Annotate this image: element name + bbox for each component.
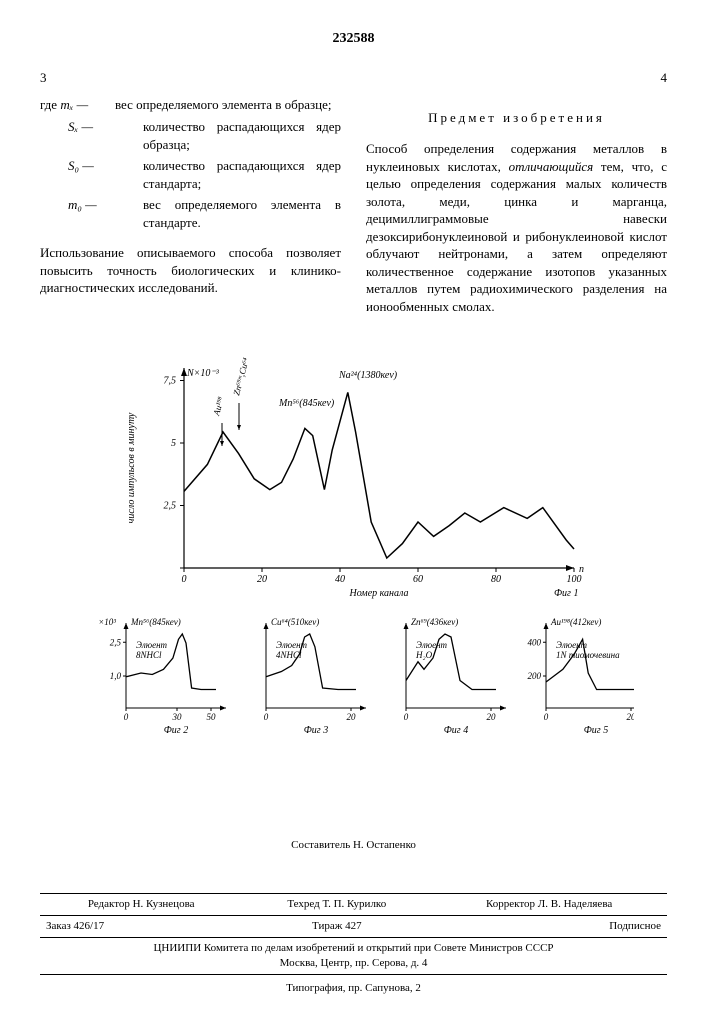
svg-text:2,5: 2,5 — [109, 638, 121, 648]
svg-text:1,0: 1,0 — [109, 671, 121, 681]
svg-text:200: 200 — [527, 671, 541, 681]
svg-text:80: 80 — [491, 574, 501, 585]
svg-text:1N тиомочевина: 1N тиомочевина — [556, 650, 620, 660]
svg-text:40: 40 — [335, 574, 345, 585]
svg-text:Zn⁶⁹(436кеv): Zn⁶⁹(436кеv) — [411, 617, 458, 627]
right-paragraph: Способ определения содержания металлов в… — [366, 140, 667, 315]
svg-text:Mn⁵⁶(845кеv): Mn⁵⁶(845кеv) — [130, 617, 181, 627]
svg-text:20: 20 — [257, 574, 267, 585]
graphs-area: 7,5 5 2,5 0 20 40 60 80 100n N×10⁻³ Номер канала чи… — [40, 348, 667, 778]
svg-text:0: 0 — [123, 712, 128, 722]
svg-text:20: 20 — [626, 712, 634, 722]
right-page-num: 4 — [661, 69, 668, 87]
editor: Редактор Н. Кузнецова — [40, 894, 242, 916]
page-numbers: 3 4 — [40, 69, 667, 87]
svg-text:5: 5 — [171, 438, 176, 449]
svg-text:20: 20 — [346, 712, 356, 722]
svg-text:Zn⁶⁹ᵐ,Cu⁶⁴: Zn⁶⁹ᵐ,Cu⁶⁴ — [231, 357, 251, 397]
svg-text:N×10⁻³: N×10⁻³ — [186, 368, 220, 379]
svg-text:×10³: ×10³ — [98, 617, 116, 627]
svg-text:0: 0 — [543, 712, 548, 722]
typography-line: Типография, пр. Сапунова, 2 — [40, 981, 667, 996]
svg-text:7,5: 7,5 — [163, 376, 176, 387]
text-columns: где mₓ —вес определяемого элемента в обр… — [40, 96, 667, 328]
svg-text:Номер канала: Номер канала — [348, 588, 408, 599]
svg-text:Фиг 1: Фиг 1 — [554, 588, 578, 599]
svg-text:0: 0 — [181, 574, 186, 585]
svg-text:Фиг 4: Фиг 4 — [443, 725, 467, 736]
left-paragraph: Использование описываемого способа позво… — [40, 244, 341, 297]
svg-text:30: 30 — [171, 712, 182, 722]
composer-line: Составитель Н. Остапенко — [40, 838, 667, 853]
svg-text:8NHCl: 8NHCl — [136, 650, 162, 660]
org-address: ЦНИИПИ Комитета по делам изобретений и о… — [40, 937, 667, 974]
svg-text:400: 400 — [527, 638, 541, 648]
svg-text:60: 60 — [413, 574, 423, 585]
svg-text:n: n — [579, 564, 584, 575]
svg-text:0: 0 — [263, 712, 268, 722]
order: Заказ 426/17 — [40, 916, 242, 938]
svg-text:2,5: 2,5 — [163, 501, 176, 512]
svg-text:50: 50 — [206, 712, 216, 722]
signed: Подписное — [431, 916, 667, 938]
small-charts: Mn⁵⁶(845кеv)Элюент8NHCl2,51,0×10³03050Фи… — [74, 608, 634, 778]
svg-text:Элюент: Элюент — [136, 640, 168, 650]
corrector: Корректор Л. В. Наделяева — [431, 894, 667, 916]
right-heading: Предмет изобретения — [366, 109, 667, 127]
svg-text:Au¹⁹⁸(412кеv): Au¹⁹⁸(412кеv) — [550, 617, 601, 627]
footer-table: Редактор Н. Кузнецова Техред Т. П. Курил… — [40, 893, 667, 974]
techred: Техред Т. П. Курилко — [242, 894, 431, 916]
svg-text:Mn⁵⁶(845кеv): Mn⁵⁶(845кеv) — [278, 398, 335, 409]
right-column: Предмет изобретения Способ определения с… — [366, 96, 667, 328]
svg-text:Фиг 2: Фиг 2 — [163, 725, 187, 736]
patent-number: 232588 — [40, 30, 667, 49]
svg-text:Cu⁶⁴(510кеv): Cu⁶⁴(510кеv) — [271, 617, 319, 627]
svg-text:Au¹⁹⁸: Au¹⁹⁸ — [211, 396, 226, 418]
svg-text:Na²⁴(1380кеv): Na²⁴(1380кеv) — [338, 370, 398, 381]
svg-text:20: 20 — [486, 712, 496, 722]
svg-text:Фиг 3: Фиг 3 — [303, 725, 327, 736]
svg-text:100: 100 — [566, 574, 581, 585]
svg-text:H₂O: H₂O — [415, 650, 433, 660]
svg-text:0: 0 — [403, 712, 408, 722]
svg-text:4NHCl: 4NHCl — [276, 650, 302, 660]
tirage: Тираж 427 — [242, 916, 431, 938]
svg-text:число импульсов в минуту: число импульсов в минуту — [126, 413, 137, 524]
left-page-num: 3 — [40, 69, 47, 87]
main-chart: 7,5 5 2,5 0 20 40 60 80 100n N×10⁻³ Номер канала чи… — [114, 348, 594, 608]
svg-text:Фиг 5: Фиг 5 — [583, 725, 607, 736]
svg-text:Элюент: Элюент — [416, 640, 448, 650]
left-column: где mₓ —вес определяемого элемента в обр… — [40, 96, 341, 328]
